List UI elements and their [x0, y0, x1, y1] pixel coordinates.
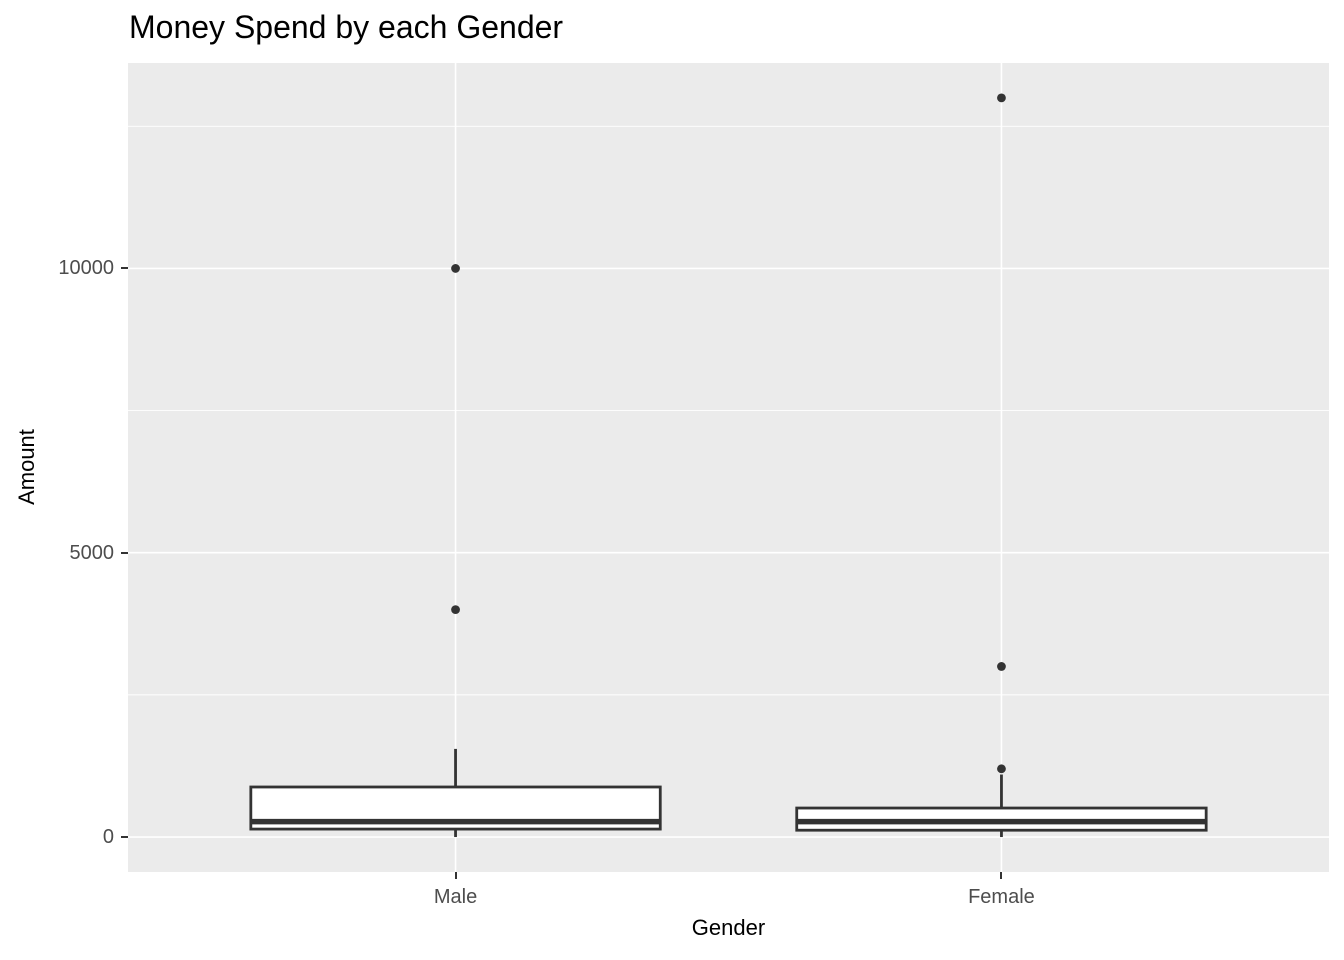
x-axis-title: Gender	[691, 915, 766, 940]
plot-panel	[128, 63, 1329, 872]
outlier-point-male	[451, 605, 460, 614]
y-tick-label: 10000	[58, 257, 114, 280]
outlier-point-female	[997, 93, 1006, 103]
y-tick-label: 5000	[69, 541, 115, 564]
x-tick-mark	[454, 872, 457, 879]
outlier-point-male	[451, 264, 460, 273]
chart-title: Money Spend by each Gender	[129, 9, 564, 45]
y-tick-mark	[121, 836, 128, 839]
x-tick-mark	[1000, 872, 1003, 879]
y-tick-label: 0	[102, 826, 114, 849]
x-tick-label-female: Female	[968, 886, 1035, 908]
outlier-point-female	[997, 662, 1006, 671]
y-axis-title: Amount	[14, 429, 39, 505]
outlier-point-female	[997, 764, 1006, 774]
y-tick-mark	[121, 267, 128, 270]
x-tick-label-male: Male	[433, 886, 478, 908]
plot-canvas	[128, 63, 1329, 872]
y-tick-mark	[121, 551, 128, 554]
